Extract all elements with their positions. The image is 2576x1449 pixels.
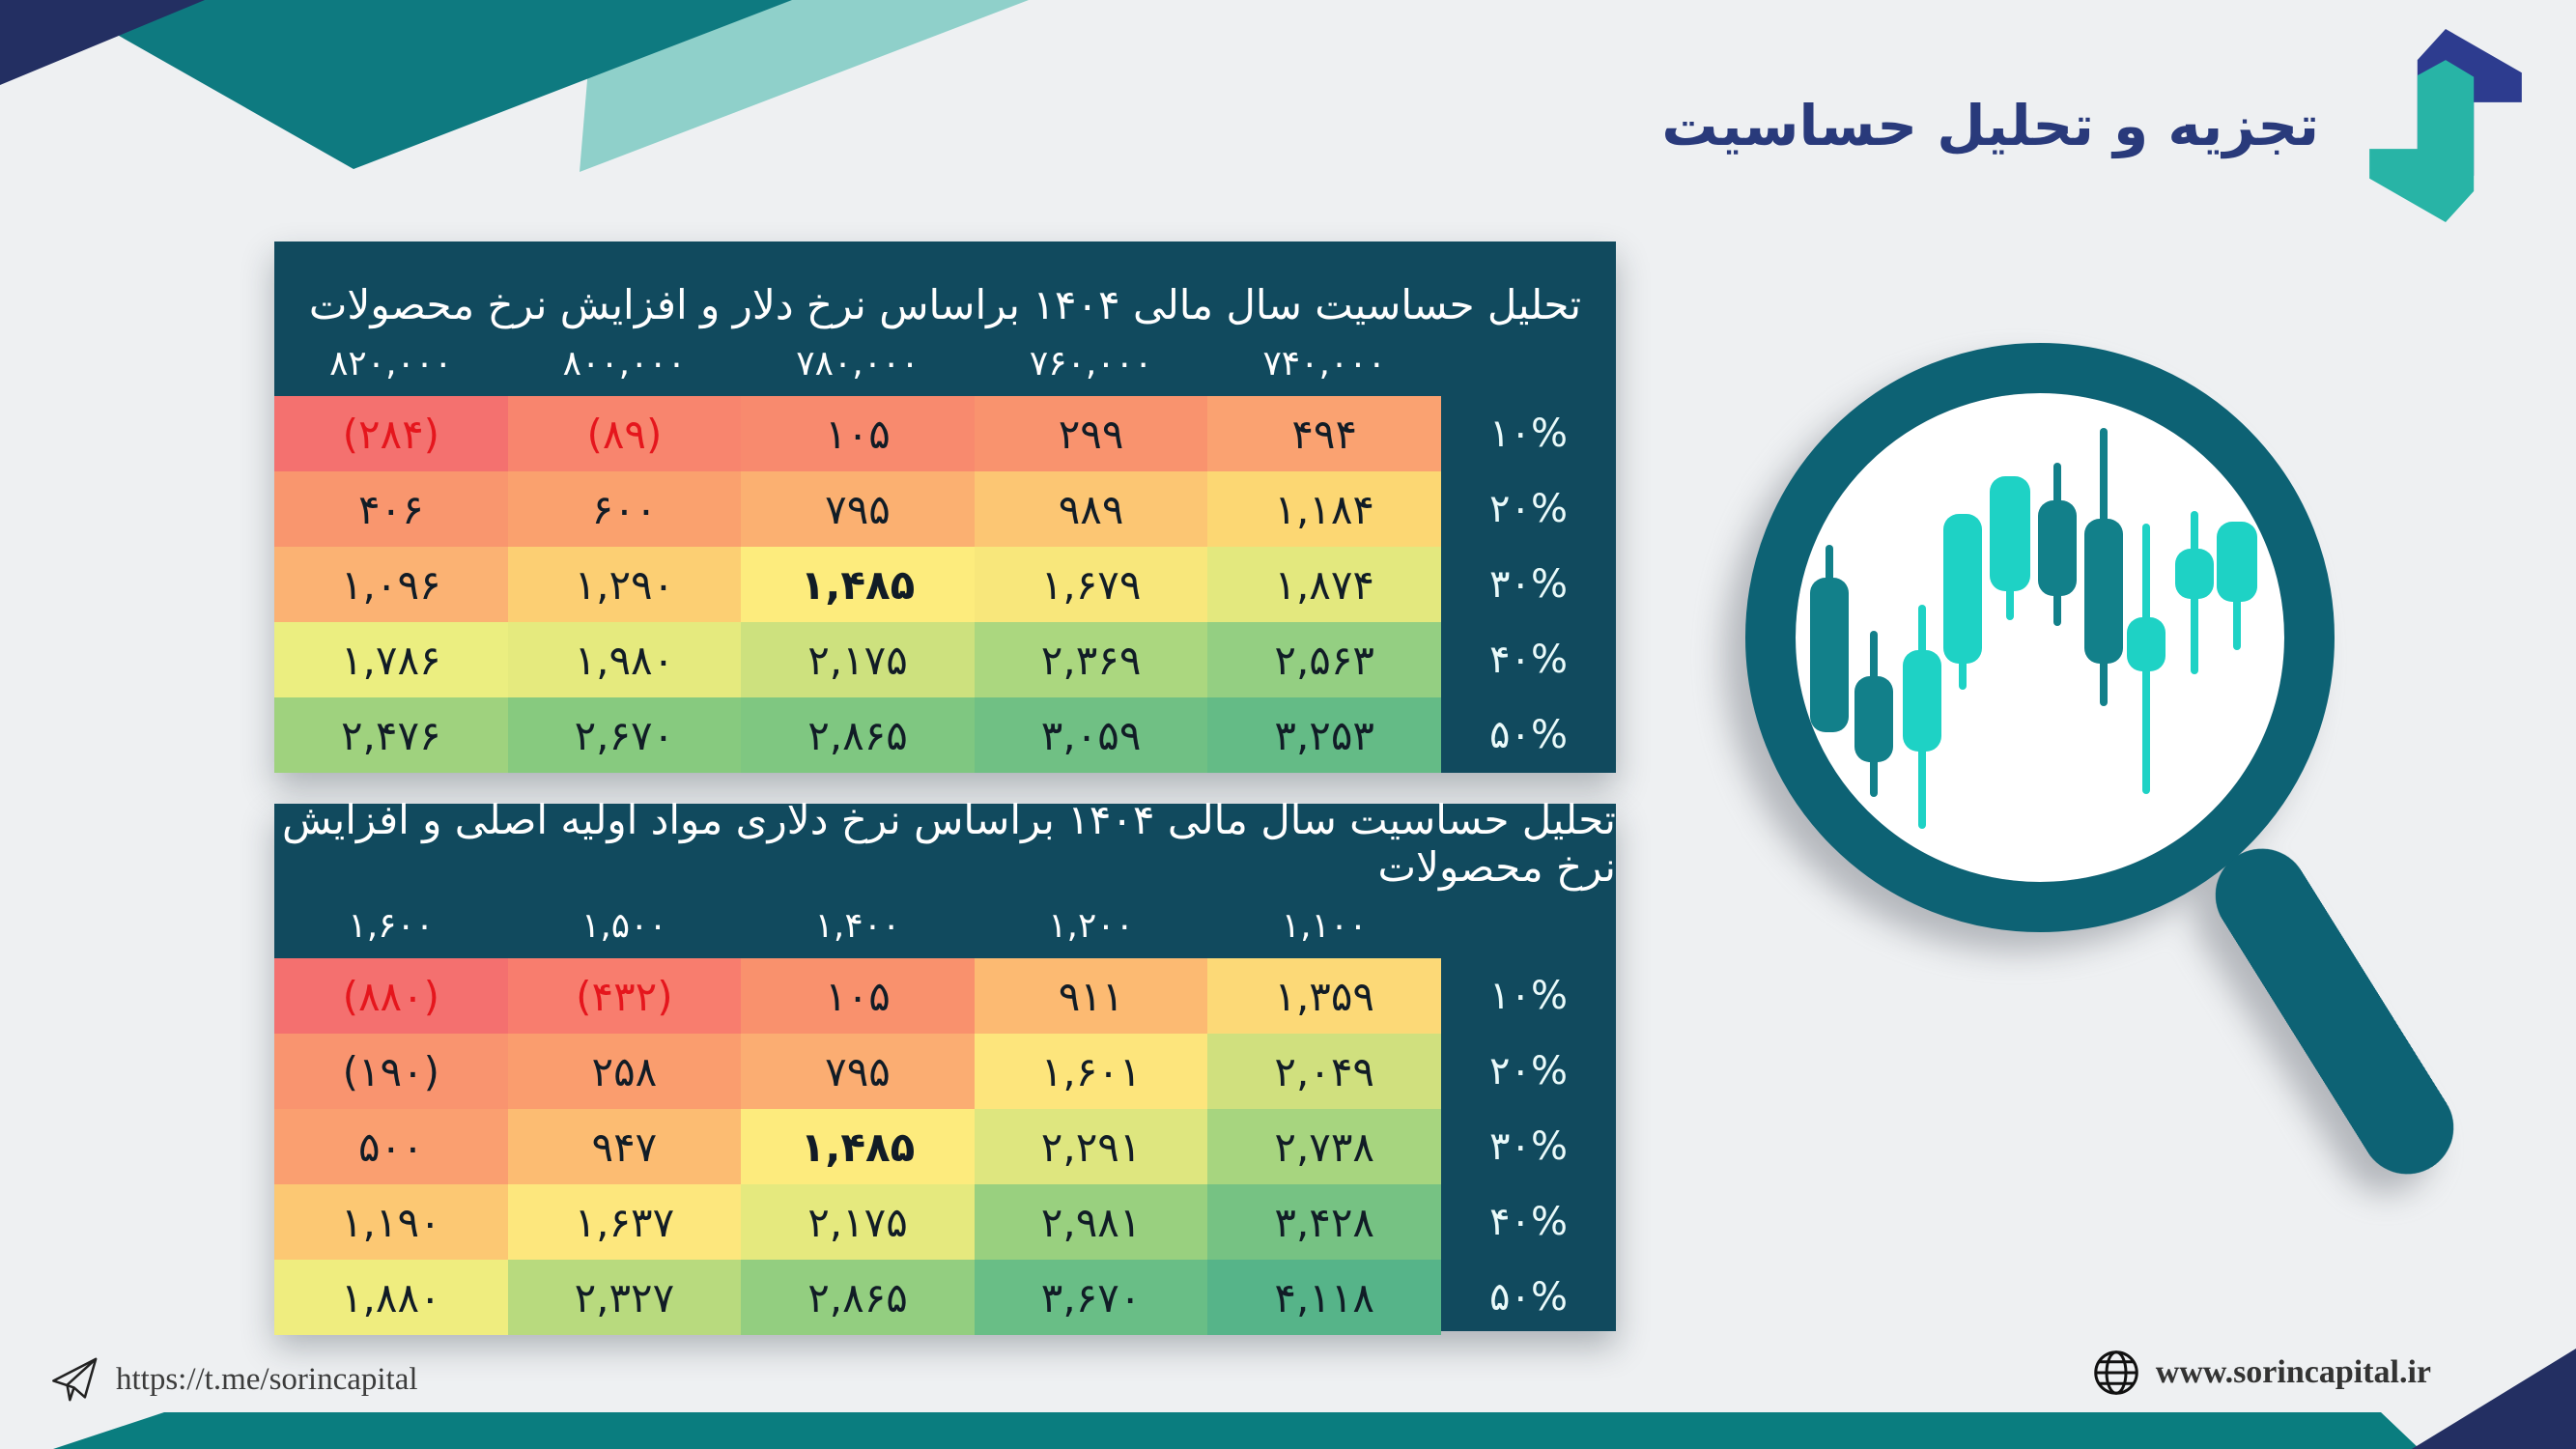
column-header: ۱,۴۰۰ [814,905,901,946]
heatmap-cell: ۹۴۷ [507,1109,742,1184]
heatmap-cell: ۱,۲۹۰ [507,547,742,622]
heatmap-cell: (۱۹۰) [274,1034,508,1109]
row-label-percent: ۴۰% [1489,1200,1568,1244]
heatmap-cell: ۱۰۵ [741,396,975,471]
heatmap-cell: ۱,۸۸۰ [274,1260,508,1335]
heatmap-cell: ۳,۲۵۳ [1207,697,1441,773]
heatmap-cell: ۴۰۶ [274,471,508,547]
heatmap-cell: ۲,۸۶۵ [741,697,975,773]
website-url: www.sorincapital.ir [2155,1354,2431,1390]
heatmap-cell: ۱,۳۵۹ [1207,958,1441,1034]
column-header: ۱,۶۰۰ [348,905,435,946]
heatmap-cell: ۳,۶۷۰ [974,1260,1208,1335]
globe-icon [2092,1349,2140,1397]
heatmap-cell: (۸۸۰) [274,958,508,1034]
column-header: ۷۶۰,۰۰۰ [1029,343,1153,384]
telegram-plane-icon [50,1356,100,1403]
teal-ribbon [56,0,792,169]
heatmap-cell: ۲,۲۹۱ [974,1109,1208,1184]
logo-teal-half [2369,60,2475,222]
sensitivity-table-raw-material: تحلیل حساسیت سال مالی ۱۴۰۴ براساس نرخ دل… [274,796,1616,1335]
sorin-capital-logo-icon [2369,29,2522,222]
heatmap-cell: ۴۹۴ [1207,396,1441,471]
table-column-headers: ۸۲۰,۰۰۰ ۸۰۰,۰۰۰ ۷۸۰,۰۰۰ ۷۶۰,۰۰۰ ۷۴۰,۰۰۰ [274,330,1616,396]
heatmap-cell: ۱,۱۸۴ [1207,471,1441,547]
heatmap-cell: ۱,۶۰۱ [974,1034,1208,1109]
heatmap-cell: ۲,۱۷۵ [741,622,975,697]
heatmap-cell: ۲,۹۸۱ [974,1184,1208,1260]
heatmap-cell: ۱,۶۷۹ [974,547,1208,622]
row-label-percent: ۳۰% [1489,1124,1568,1169]
column-header: ۸۰۰,۰۰۰ [562,343,687,384]
row-label-percent: ۱۰% [1489,974,1568,1018]
heatmap-cell: ۱,۰۹۶ [274,547,508,622]
heatmap-cell: ۹۸۹ [974,471,1208,547]
column-header: ۱,۱۰۰ [1281,905,1368,946]
website-link[interactable]: www.sorincapital.ir [2092,1349,2431,1397]
row-label-percent: ۵۰% [1489,1275,1568,1320]
row-label-percent: ۲۰% [1489,1049,1568,1094]
page-title: تجزیه و تحلیل حساسیت [1661,93,2319,158]
heatmap-cell: (۴۳۲) [507,958,742,1034]
heatmap-cell: (۸۹) [507,396,742,471]
heatmap-cell: ۲۵۸ [507,1034,742,1109]
table-grid: (۲۸۴) (۸۹) ۱۰۵ ۲۹۹ ۴۹۴ ۱۰% ۴۰۶ ۶۰۰ ۷۹۵ ۹۸۹ ۱,۱۸۴ ۲۰… [274,396,1616,773]
heatmap-cell: ۲,۵۶۳ [1207,622,1441,697]
table-column-headers: ۱,۶۰۰ ۱,۵۰۰ ۱,۴۰۰ ۱,۲۰۰ ۱,۱۰۰ [274,893,1616,958]
table-title: تحلیل حساسیت سال مالی ۱۴۰۴ براساس نرخ دل… [281,796,1616,891]
heatmap-cell: ۲,۳۶۹ [974,622,1208,697]
row-label-percent: ۴۰% [1489,638,1568,682]
heatmap-cell: ۳,۰۵۹ [974,697,1208,773]
column-header: ۷۸۰,۰۰۰ [796,343,920,384]
heatmap-cell: ۲,۸۶۵ [741,1260,975,1335]
heatmap-cell: ۳,۴۲۸ [1207,1184,1441,1260]
navy-corner-bottom-right [2412,1349,2576,1449]
column-header: ۸۲۰,۰۰۰ [329,343,453,384]
heatmap-cell: ۹۱۱ [974,958,1208,1034]
header: تجزیه و تحلیل حساسیت [1661,29,2535,222]
column-header: ۱,۵۰۰ [580,905,667,946]
row-label-percent: ۱۰% [1489,412,1568,456]
heatmap-cell: ۲,۶۷۰ [507,697,742,773]
table-grid: (۸۸۰) (۴۳۲) ۱۰۵ ۹۱۱ ۱,۳۵۹ ۱۰% (۱۹۰) ۲۵۸ ۷۹۵ ۱,۶۰۱… [274,958,1616,1335]
sensitivity-table-dollar-rate: تحلیل حساسیت سال مالی ۱۴۰۴ براساس نرخ دل… [274,242,1616,773]
heatmap-cell: ۱,۶۳۷ [507,1184,742,1260]
heatmap-cell: ۲,۳۲۷ [507,1260,742,1335]
heatmap-cell: ۱,۹۸۰ [507,622,742,697]
table-title: تحلیل حساسیت سال مالی ۱۴۰۴ براساس نرخ دل… [308,281,1582,328]
heatmap-cell: ۱,۴۸۵ [741,1109,975,1184]
teal-footer-band [53,1412,2420,1449]
heatmap-cell: ۵۰۰ [274,1109,508,1184]
heatmap-cell: ۷۹۵ [741,471,975,547]
magnifier-ring [1745,343,2335,932]
heatmap-cell: ۷۹۵ [741,1034,975,1109]
heatmap-cell: ۱,۴۸۵ [741,547,975,622]
row-label-percent: ۲۰% [1489,487,1568,531]
telegram-url: https://t.me/sorincapital [116,1361,418,1397]
heatmap-cell: ۲,۱۷۵ [741,1184,975,1260]
heatmap-cell: ۱,۱۹۰ [274,1184,508,1260]
heatmap-cell: ۱,۸۷۴ [1207,547,1441,622]
column-header: ۱,۲۰۰ [1048,905,1134,946]
heatmap-cell: ۲,۷۳۸ [1207,1109,1441,1184]
heatmap-cell: ۴,۱۱۸ [1207,1260,1441,1335]
heatmap-cell: ۲,۴۷۶ [274,697,508,773]
row-label-percent: ۵۰% [1489,713,1568,757]
heatmap-cell: ۲,۰۴۹ [1207,1034,1441,1109]
row-label-percent: ۳۰% [1489,562,1568,607]
light-teal-ribbon [580,0,1029,172]
heatmap-cell: ۱۰۵ [741,958,975,1034]
column-header: ۷۴۰,۰۰۰ [1262,343,1386,384]
heatmap-cell: ۱,۷۸۶ [274,622,508,697]
heatmap-cell: (۲۸۴) [274,396,508,471]
telegram-link[interactable]: https://t.me/sorincapital [50,1356,418,1403]
navy-corner-top-left [0,0,205,85]
heatmap-cell: ۲۹۹ [974,396,1208,471]
magnifier-handle [2197,831,2472,1192]
heatmap-cell: ۶۰۰ [507,471,742,547]
